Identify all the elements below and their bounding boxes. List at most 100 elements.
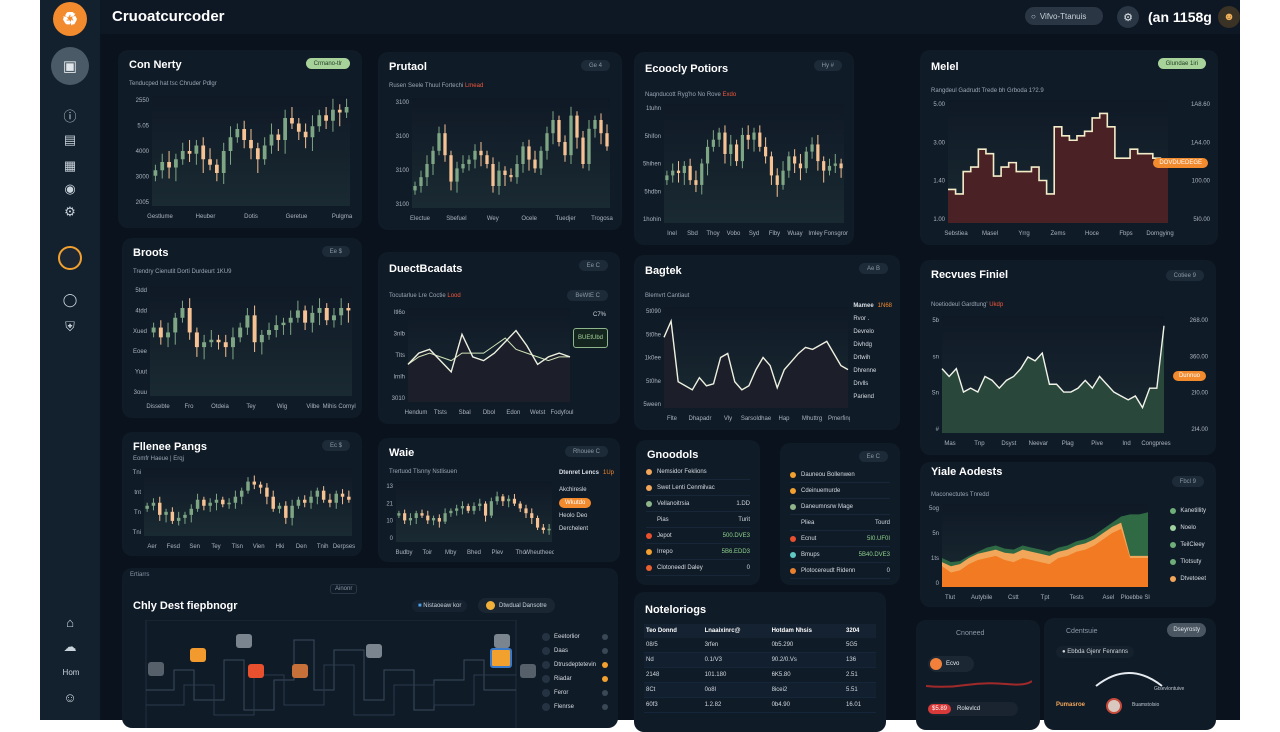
price-pill[interactable]: Dunnuo	[1172, 371, 1206, 381]
column-header[interactable]: Lnaaixinrc@	[702, 624, 770, 638]
list-item[interactable]: Irrepo 5B6.EDD3	[646, 544, 750, 560]
map-marker-icon[interactable]	[248, 664, 264, 678]
list-item[interactable]: Jepot 500.DVE3	[646, 528, 750, 544]
legend-item[interactable]: Noelo	[1170, 519, 1206, 536]
list-item[interactable]: Pliea Tourd	[790, 515, 890, 531]
panel-badge[interactable]: Glundae 1iri	[1157, 58, 1206, 69]
home-label[interactable]: Hom	[62, 667, 80, 677]
panel-badge[interactable]: Hy #	[813, 60, 842, 71]
list-item[interactable]: Dauneou Bollenwen	[790, 467, 890, 483]
panel-badge[interactable]: Ee $	[321, 246, 350, 257]
active-pill[interactable]: Wkutdo	[558, 497, 592, 508]
panel-badge[interactable]: Ec $	[321, 440, 350, 451]
toggle-icon[interactable]	[602, 648, 608, 654]
callout-box[interactable]: BUEtUbd	[572, 328, 608, 348]
toggle-icon[interactable]	[602, 704, 608, 710]
search-pill[interactable]: ○ Vifvo-Ttanuis	[1025, 7, 1103, 25]
legend-item[interactable]: Daas	[542, 644, 608, 658]
step-area-chart[interactable]: 5.00 3.00 1.40 1.00 1A8.60 1A4.00 100.00 5I0.00…	[924, 96, 1212, 239]
candlestick-chart[interactable]: 13 21 10 0 Budby Toir Mby Bhed Plev ThoWheutheedu…	[382, 478, 554, 558]
panel-badge[interactable]: Ee C	[578, 260, 608, 271]
list-item[interactable]: Pias Turit	[646, 512, 750, 528]
info-icon[interactable]: ⓘ	[63, 108, 77, 124]
candlestick-chart[interactable]: Tni tnt Tn Tni Aer Fesd Sen Tey Tlsn Vien Hki Den Tn…	[126, 464, 356, 552]
list-item[interactable]: Swet Lenti Cenmilvac	[646, 480, 750, 496]
legend-item[interactable]: Flenrse	[542, 700, 608, 714]
legend-item[interactable]: Riadar	[542, 672, 608, 686]
home-icon[interactable]: ⌂	[66, 614, 74, 630]
legend-item[interactable]: TeilCleey	[1170, 536, 1206, 553]
list-item[interactable]: Nemsidor Feklions	[646, 464, 750, 480]
panel-badge[interactable]: Crmano-tlr	[305, 58, 350, 69]
panel-badge[interactable]: Rhouee C	[564, 446, 608, 457]
candlestick-chart[interactable]: 5tdd 4tdd Xued Eoee Yuut 3ouu Dissebte Fro Otdei…	[126, 282, 356, 412]
legend-item[interactable]: Kanetillity	[1170, 502, 1206, 519]
panel-badge[interactable]: Ge 4	[580, 60, 610, 71]
driver-avatar[interactable]	[1106, 698, 1122, 714]
panel-badge[interactable]: Dseyrosty	[1167, 623, 1206, 637]
notification-icon[interactable]: ⚙	[1117, 6, 1139, 28]
support-icon[interactable]: ☺	[63, 689, 77, 705]
dashboard-icon[interactable]: ▣	[51, 47, 89, 85]
list-item[interactable]: Vellanoitrsia 1.DD	[646, 496, 750, 512]
calendar-icon[interactable]: ▤	[63, 132, 77, 147]
panel-badge[interactable]: Ee C	[858, 451, 888, 462]
logo-icon[interactable]: ♻	[53, 2, 87, 36]
avatar[interactable]: ☻	[1218, 6, 1240, 28]
wallet-icon[interactable]: ▦	[63, 158, 77, 173]
circle-icon[interactable]: ◯	[62, 292, 78, 307]
settings-icon[interactable]: ⚙	[64, 204, 76, 219]
candlestick-chart[interactable]: 2550 5.05 4000 3000 2005 Gestlume Heuber Dotis G…	[124, 92, 354, 222]
toggle-icon[interactable]	[602, 662, 608, 668]
panel-badge[interactable]: Fbcl 9	[1171, 476, 1204, 487]
map-marker-icon[interactable]	[520, 664, 536, 678]
area-chart[interactable]: 5b sn Sn #268.00 360.00 2I0.00 2I4.00 Mas Tnp Dsy…	[924, 312, 1210, 449]
legend-item[interactable]: Feror	[542, 686, 608, 700]
coin-icon[interactable]	[58, 246, 82, 270]
map-marker-icon[interactable]	[292, 664, 308, 678]
map-center-label[interactable]: Ainonr	[330, 584, 358, 594]
toggle-icon[interactable]	[602, 634, 608, 640]
legend-item[interactable]: Dtvetoeet	[1170, 570, 1206, 587]
panel-badge[interactable]: Ae B	[858, 263, 888, 274]
legend-item[interactable]: Tlotsuty	[1170, 553, 1206, 570]
list-item[interactable]: Bmups 5B40.DVE3	[790, 547, 890, 563]
map-tag-2[interactable]: Dtwdual Dansotre	[478, 598, 555, 613]
map-marker-icon[interactable]	[494, 634, 510, 648]
timeframe-badge[interactable]: BeWtE C	[567, 290, 608, 301]
cloud-icon[interactable]: ☁	[63, 639, 77, 654]
stacked-area-chart[interactable]: 5og 5n 1ts 0 Tlut Autybile Cstt Tpt Tests Asel Plo…	[924, 500, 1150, 603]
map-marker-icon-active[interactable]	[490, 648, 512, 668]
list-item[interactable]: Cdeinuemurde	[790, 483, 890, 499]
map-canvas[interactable]	[134, 620, 534, 728]
toggle-icon[interactable]	[602, 676, 608, 682]
map-marker-icon[interactable]	[148, 662, 164, 676]
list-item[interactable]: Ecnut 5I0.UF0I	[790, 531, 890, 547]
column-header[interactable]: 3204	[844, 624, 876, 638]
map-marker-icon[interactable]	[236, 634, 252, 648]
location-tag[interactable]: ● Ebbda Gjenr Fenranns	[1056, 646, 1134, 658]
line-chart[interactable]: ltl6o 3nlb Tlts lrnlh 3010 Hendum Ttsts Sbal Dbo…	[382, 304, 614, 418]
column-header[interactable]: Teo Donnd	[644, 624, 703, 638]
price-pill[interactable]: DOVDUEDEGE	[1153, 158, 1208, 168]
table-row[interactable]: 8Ct 0o8l 8icei2 5.51	[644, 682, 876, 698]
toggle-icon[interactable]	[602, 690, 608, 696]
map-tag-1[interactable]: ■ Nistaoeaw kor	[412, 600, 468, 612]
column-header[interactable]: Hotdam Nhsis	[769, 624, 845, 638]
user-chip[interactable]: Ecvo	[928, 656, 974, 672]
table-row[interactable]: 08/5 3rfen 0b5.290 5G5	[644, 638, 876, 653]
legend-item[interactable]: Dtrusdeptetevin	[542, 658, 608, 672]
panel-badge[interactable]: Cotiee 9	[1165, 270, 1204, 281]
list-item[interactable]: Daneumnsrw Mage	[790, 499, 890, 515]
list-item[interactable]: Clotoneedl Daley 0	[646, 560, 750, 576]
table-row[interactable]: 2148 101.180 6K5.80 2.51	[644, 667, 876, 683]
candlestick-chart[interactable]: 3100 3100 3100 3100 Electue Sbefuel Wey Ocele Tu…	[384, 94, 614, 224]
map-marker-icon[interactable]	[190, 648, 206, 662]
shield-icon[interactable]: ⛨	[65, 319, 75, 334]
table-row[interactable]: 60f3 1.2.82 0b4.90 16.01	[644, 697, 876, 713]
legend-item[interactable]: Eeetorlior	[542, 630, 608, 644]
candlestick-chart[interactable]: 1tuhn 5hifon 5hihen 5hdbn 1hohin Inel Sbd Thoy V…	[638, 100, 848, 239]
amount-chip[interactable]: $5.89 Rolevlcd	[928, 702, 1018, 716]
lock-icon[interactable]: ◉	[64, 181, 76, 196]
line-chart[interactable]: 5t090 5t0he 1k0ee 5t0he 5ween Flte Dhapadr Vly S…	[638, 303, 850, 424]
